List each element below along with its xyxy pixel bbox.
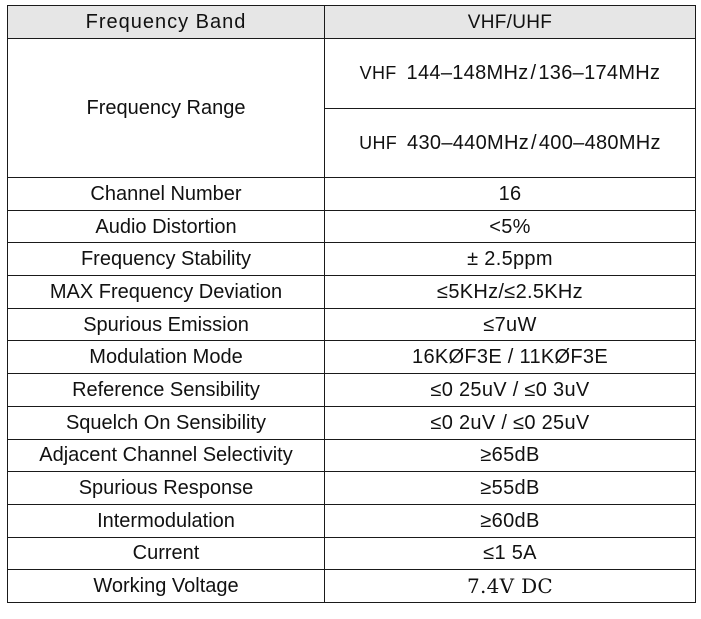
row-value: ≥60dB bbox=[324, 503, 696, 538]
vhf-band-label: VHF bbox=[359, 63, 397, 84]
header-value-cell: VHF/UHF bbox=[324, 5, 696, 39]
table-row-audio-distortion: Audio Distortion <5% bbox=[7, 209, 696, 244]
table-row-frequency-stability: Frequency Stability ± 2.5ppm bbox=[7, 242, 696, 277]
row-label: Frequency Stability bbox=[7, 242, 325, 277]
specifications-table: Frequency Band VHF/UHF Frequency Range V… bbox=[7, 5, 696, 603]
frequency-range-values: VHF 144–148MHz / 136–174MHz UHF 430–440M… bbox=[324, 38, 696, 178]
frequency-range-row: Frequency Range VHF 144–148MHz / 136–174… bbox=[7, 38, 696, 178]
table-row-spurious-response: Spurious Response ≥55dB bbox=[7, 471, 696, 505]
table-header-row: Frequency Band VHF/UHF bbox=[7, 5, 696, 39]
vhf-range-separator: / bbox=[530, 62, 537, 85]
row-value: 7.4V DC bbox=[324, 569, 696, 603]
uhf-range-b: 400–480MHz bbox=[538, 131, 661, 154]
row-value: <5% bbox=[324, 209, 696, 244]
uhf-range-separator: / bbox=[531, 131, 537, 154]
row-value: ≥55dB bbox=[324, 471, 696, 505]
row-value: ≤0 2uV / ≤0 25uV bbox=[324, 405, 696, 440]
row-label: MAX Frequency Deviation bbox=[7, 275, 325, 309]
table-row-squelch-on-sensibility: Squelch On Sensibility ≤0 2uV / ≤0 25uV bbox=[7, 405, 696, 440]
row-value: ± 2.5ppm bbox=[324, 242, 696, 277]
row-label: Channel Number bbox=[7, 177, 325, 211]
row-label: Reference Sensibility bbox=[7, 373, 325, 407]
frequency-range-label: Frequency Range bbox=[7, 38, 325, 178]
table-row-spurious-emission: Spurious Emission ≤7uW bbox=[7, 307, 696, 342]
row-value: ≤5KHz/≤2.5KHz bbox=[324, 275, 696, 309]
row-value: ≤7uW bbox=[324, 307, 696, 342]
table-row-channel-number: Channel Number 16 bbox=[7, 177, 696, 211]
vhf-range-b: 136–174MHz bbox=[538, 62, 661, 85]
row-value: 16 bbox=[324, 177, 696, 211]
uhf-range-a: 430–440MHz bbox=[407, 131, 530, 154]
row-value: 16KØF3E / 11KØF3E bbox=[324, 340, 696, 375]
row-value: ≤1 5A bbox=[324, 536, 696, 571]
table-row-current: Current ≤1 5A bbox=[7, 536, 696, 571]
row-label: Audio Distortion bbox=[7, 209, 325, 244]
row-label: Adjacent Channel Selectivity bbox=[7, 438, 325, 473]
uhf-range-line: UHF 430–440MHz / 400–480MHz bbox=[325, 107, 695, 178]
row-label: Working Voltage bbox=[7, 569, 325, 603]
row-label: Spurious Response bbox=[7, 471, 325, 505]
vhf-range-a: 144–148MHz bbox=[406, 62, 529, 85]
uhf-band-label: UHF bbox=[359, 132, 398, 153]
row-label: Modulation Mode bbox=[7, 340, 325, 375]
table-row-intermodulation: Intermodulation ≥60dB bbox=[7, 503, 696, 538]
row-label: Current bbox=[7, 536, 325, 571]
vhf-range-line: VHF 144–148MHz / 136–174MHz bbox=[325, 39, 695, 108]
header-label-cell: Frequency Band bbox=[7, 5, 325, 39]
row-value: ≥65dB bbox=[324, 438, 696, 473]
row-label: Intermodulation bbox=[7, 503, 325, 538]
frequency-range-box: VHF 144–148MHz / 136–174MHz UHF 430–440M… bbox=[325, 39, 695, 177]
row-value: ≤0 25uV / ≤0 3uV bbox=[324, 373, 696, 407]
table-row-reference-sensibility: Reference Sensibility ≤0 25uV / ≤0 3uV bbox=[7, 373, 696, 407]
table-row-working-voltage: Working Voltage 7.4V DC bbox=[7, 569, 696, 603]
table-row-modulation-mode: Modulation Mode 16KØF3E / 11KØF3E bbox=[7, 340, 696, 375]
row-label: Squelch On Sensibility bbox=[7, 405, 325, 440]
row-label: Spurious Emission bbox=[7, 307, 325, 342]
table-row-adjacent-channel-selectivity: Adjacent Channel Selectivity ≥65dB bbox=[7, 438, 696, 473]
table-row-max-frequency-deviation: MAX Frequency Deviation ≤5KHz/≤2.5KHz bbox=[7, 275, 696, 309]
